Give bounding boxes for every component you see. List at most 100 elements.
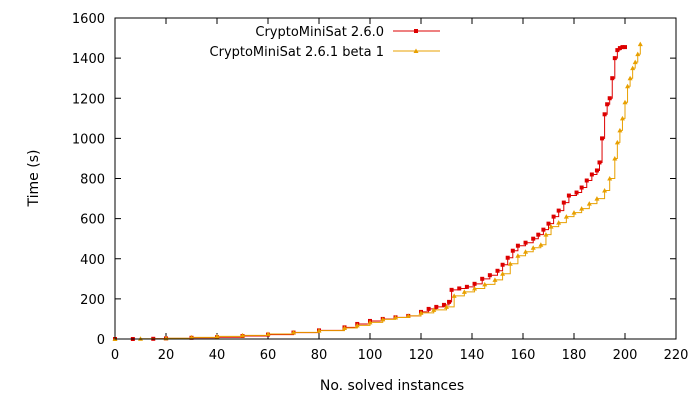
data-point bbox=[495, 268, 500, 273]
data-point bbox=[556, 208, 561, 213]
data-point bbox=[500, 271, 506, 276]
data-point bbox=[265, 331, 271, 336]
y-tick-label: 400 bbox=[80, 253, 105, 268]
y-tick-label: 1200 bbox=[72, 92, 105, 107]
data-point bbox=[615, 48, 620, 53]
data-point bbox=[515, 243, 520, 248]
data-point bbox=[551, 214, 556, 219]
data-point bbox=[316, 328, 322, 333]
data-point bbox=[538, 242, 544, 247]
data-point bbox=[515, 253, 521, 258]
data-point bbox=[531, 236, 536, 241]
data-point bbox=[607, 176, 613, 181]
data-point bbox=[635, 51, 641, 57]
data-point bbox=[451, 293, 457, 298]
data-point bbox=[600, 136, 605, 141]
data-point bbox=[413, 48, 419, 53]
data-point bbox=[548, 224, 554, 229]
data-point bbox=[441, 302, 446, 307]
data-point bbox=[354, 322, 360, 328]
data-point bbox=[444, 304, 449, 309]
x-tick-label: 140 bbox=[460, 348, 485, 363]
y-tick-label: 1400 bbox=[72, 52, 105, 67]
data-point bbox=[507, 261, 513, 266]
data-point bbox=[431, 307, 437, 312]
x-tick-label: 60 bbox=[260, 348, 277, 363]
data-point bbox=[500, 262, 505, 267]
data-point bbox=[214, 333, 220, 339]
data-point bbox=[461, 289, 467, 294]
data-point bbox=[418, 310, 424, 315]
data-point bbox=[605, 102, 610, 107]
x-tick-label: 40 bbox=[209, 348, 226, 363]
data-point bbox=[472, 285, 478, 291]
y-tick-label: 200 bbox=[80, 293, 105, 308]
x-tick-label: 100 bbox=[358, 348, 383, 363]
data-point bbox=[632, 59, 638, 65]
series-line bbox=[115, 44, 641, 340]
y-tick-label: 1000 bbox=[72, 132, 105, 147]
data-point bbox=[414, 29, 418, 33]
data-point bbox=[566, 193, 571, 198]
data-point bbox=[594, 168, 599, 173]
data-point bbox=[589, 172, 594, 177]
data-point bbox=[594, 196, 600, 201]
data-point bbox=[367, 319, 373, 325]
data-point bbox=[607, 96, 612, 101]
x-axis-ticks: 0 20 40 60 80 100 120 140 160 180 200 220 bbox=[111, 18, 689, 363]
data-point bbox=[630, 65, 636, 71]
data-point bbox=[602, 188, 608, 193]
plot-frame bbox=[114, 17, 677, 340]
data-point bbox=[405, 313, 411, 318]
data-point bbox=[472, 281, 477, 286]
data-point bbox=[434, 304, 439, 309]
x-tick-label: 20 bbox=[158, 348, 175, 363]
data-point bbox=[464, 284, 469, 289]
y-axis-label: Time (s) bbox=[26, 150, 42, 208]
data-point bbox=[426, 306, 431, 311]
data-point bbox=[627, 75, 633, 81]
data-point bbox=[612, 56, 617, 61]
data-point bbox=[291, 329, 296, 335]
data-point bbox=[623, 45, 627, 50]
data-point bbox=[449, 287, 454, 292]
data-point bbox=[487, 273, 492, 278]
data-point bbox=[563, 214, 569, 219]
data-point bbox=[579, 206, 585, 211]
x-axis-label: No. solved instances bbox=[320, 378, 464, 394]
data-point bbox=[480, 276, 485, 281]
y-tick-label: 1600 bbox=[72, 12, 105, 27]
data-point bbox=[620, 45, 625, 50]
data-point bbox=[571, 210, 577, 215]
data-point bbox=[482, 281, 488, 287]
series-layer bbox=[112, 41, 643, 341]
data-point bbox=[523, 249, 529, 254]
data-point bbox=[342, 325, 347, 330]
y-tick-label: 600 bbox=[80, 213, 105, 228]
legend-label: CryptoMiniSat 2.6.0 bbox=[255, 25, 384, 40]
data-point bbox=[586, 201, 592, 206]
series-2 bbox=[112, 41, 643, 341]
x-tick-label: 0 bbox=[111, 348, 119, 363]
data-point bbox=[574, 190, 579, 195]
data-point bbox=[447, 299, 452, 304]
data-point bbox=[240, 332, 245, 338]
data-point bbox=[189, 334, 194, 340]
data-point bbox=[612, 155, 618, 161]
data-point bbox=[622, 99, 628, 105]
data-point bbox=[602, 112, 607, 117]
data-point bbox=[505, 255, 510, 260]
x-tick-label: 180 bbox=[562, 348, 587, 363]
legend-label: CryptoMiniSat 2.6.1 beta 1 bbox=[210, 45, 384, 60]
x-tick-label: 200 bbox=[613, 348, 638, 363]
data-point bbox=[510, 248, 515, 253]
y-tick-label: 0 bbox=[97, 333, 105, 348]
data-point bbox=[619, 115, 625, 121]
data-point bbox=[597, 160, 602, 165]
data-point bbox=[393, 315, 398, 320]
x-tick-label: 220 bbox=[664, 348, 689, 363]
data-point bbox=[457, 286, 462, 291]
legend: CryptoMiniSat 2.6.0 CryptoMiniSat 2.6.1 b… bbox=[210, 25, 440, 60]
